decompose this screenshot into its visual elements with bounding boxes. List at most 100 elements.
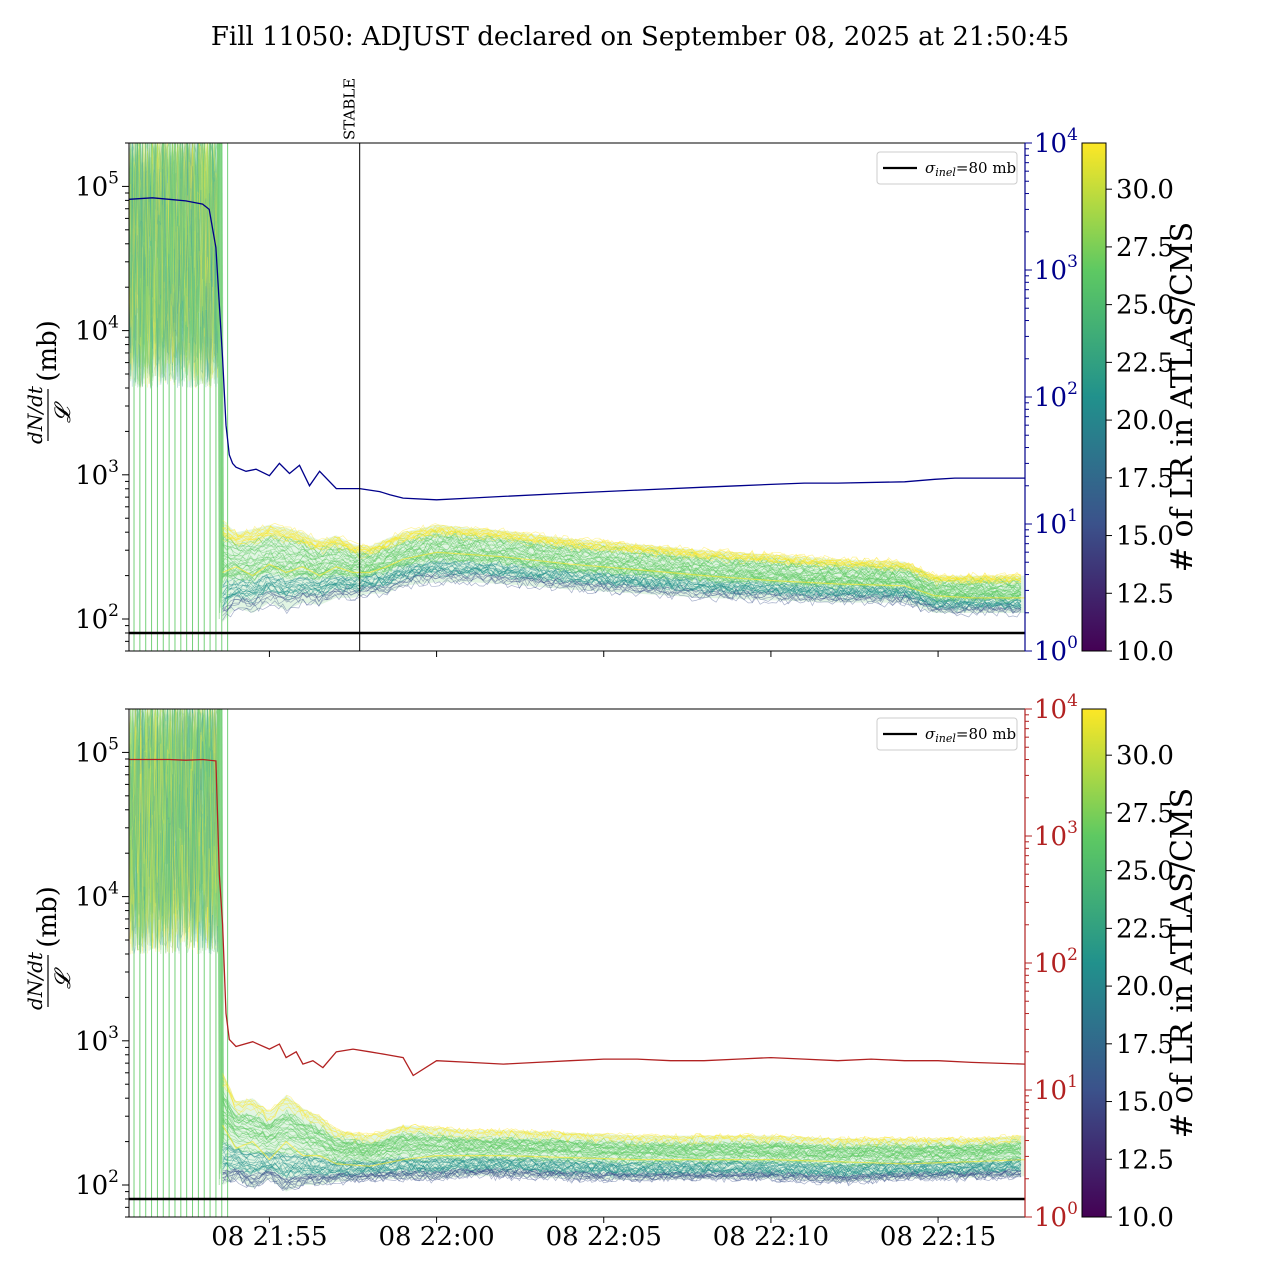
bunch-trace xyxy=(222,1094,1022,1150)
bunch-trace xyxy=(222,1168,1022,1189)
early-trace xyxy=(129,143,220,380)
early-trace xyxy=(129,709,220,948)
colorbar-tick-label: 10.0 xyxy=(1116,1203,1174,1233)
bunch-trace-band xyxy=(222,520,1025,623)
bunch-trace xyxy=(222,1140,1022,1168)
early-trace xyxy=(129,709,220,933)
tick-base: 10 xyxy=(1034,637,1067,667)
bunch-trace xyxy=(222,1147,1022,1171)
early-trace xyxy=(129,709,220,943)
colorbar-tick-label: 10.0 xyxy=(1116,637,1174,667)
bunch-trace xyxy=(222,550,1022,603)
early-trace xyxy=(129,709,220,954)
y-label-denominator: 𝓛 xyxy=(51,401,76,423)
bunch-trace xyxy=(222,1169,1022,1191)
early-trace xyxy=(129,143,220,389)
colorbar-tick-label: 17.5 xyxy=(1116,1030,1174,1060)
bunch-trace xyxy=(222,549,1022,597)
bunch-trace xyxy=(222,1142,1022,1169)
plot-area xyxy=(129,143,1025,651)
early-trace xyxy=(129,709,220,949)
legend-subscript: inel xyxy=(935,166,956,179)
bunch-trace xyxy=(222,563,1022,610)
early-trace xyxy=(129,143,220,386)
stable-marker-label: STABLE xyxy=(341,78,359,140)
bunch-trace xyxy=(222,567,1022,612)
bunch-trace xyxy=(222,1148,1022,1174)
bunch-trace xyxy=(222,553,1022,603)
bunch-trace xyxy=(222,1111,1022,1157)
tick-base: 10 xyxy=(1034,695,1067,725)
bunch-trace xyxy=(222,1165,1022,1184)
early-trace xyxy=(129,143,220,379)
bunch-trace xyxy=(222,569,1022,614)
bunch-trace xyxy=(222,531,1022,585)
early-trace xyxy=(129,709,220,954)
bunch-trace xyxy=(222,555,1022,602)
early-trace xyxy=(129,709,220,955)
bunch-trace xyxy=(222,1154,1022,1178)
y-label-unit: (mb) xyxy=(33,886,63,948)
tick-base: 10 xyxy=(1034,510,1067,540)
legend-label: σinel=80 mb xyxy=(925,725,1016,745)
early-trace xyxy=(129,709,220,954)
early-trace xyxy=(129,709,220,954)
bunch-trace xyxy=(222,568,1022,610)
tick-exponent: 2 xyxy=(1067,379,1078,399)
early-trace xyxy=(129,143,220,384)
left-tick-label: 103 xyxy=(75,1023,119,1057)
early-trace xyxy=(129,709,220,952)
y-label-denominator: 𝓛 xyxy=(51,967,76,989)
bunch-trace xyxy=(222,1110,1022,1158)
bunch-trace xyxy=(222,577,1022,621)
early-trace xyxy=(129,143,220,381)
early-trace xyxy=(129,709,220,952)
early-trace xyxy=(129,709,220,951)
early-trace xyxy=(129,143,220,370)
early-trace xyxy=(129,143,220,387)
early-trace xyxy=(129,709,220,952)
early-trace xyxy=(129,143,220,388)
left-tick-label: 103 xyxy=(75,457,119,491)
bunch-trace xyxy=(222,1153,1022,1176)
bunch-trace xyxy=(222,1162,1022,1176)
bunch-trace xyxy=(222,1142,1022,1169)
early-trace xyxy=(129,143,220,388)
bunch-trace xyxy=(222,542,1022,594)
colorbar-label: # of LR in ATLAS/CMS xyxy=(1165,222,1200,572)
colorbar-tick-label: 27.5 xyxy=(1116,233,1174,263)
bunch-trace xyxy=(222,1166,1022,1186)
band-envelope xyxy=(222,1072,1025,1192)
bunch-trace xyxy=(222,567,1022,611)
y-label-numerator: dN/dt xyxy=(23,951,47,1010)
early-trace xyxy=(129,143,220,387)
bunch-trace xyxy=(222,548,1022,595)
early-trace xyxy=(129,143,220,383)
colorbar-tick-label: 12.5 xyxy=(1116,1145,1174,1175)
colorbar: 10.0 12.5 15.0 17.5 20.0 22.5 25.0 27.5 30.0 # of… xyxy=(1081,708,1200,1233)
right-tick-label: 102 xyxy=(1034,379,1078,413)
early-trace xyxy=(129,143,220,364)
bunch-trace xyxy=(222,543,1022,593)
bunch-trace xyxy=(222,1100,1022,1153)
early-trace xyxy=(129,143,220,386)
legend-sigma: σ xyxy=(925,159,936,177)
early-trace xyxy=(129,143,220,387)
tick-base: 10 xyxy=(1034,949,1067,979)
early-trace xyxy=(129,709,220,952)
bunch-trace xyxy=(222,529,1022,583)
band-median xyxy=(222,1124,1025,1167)
early-trace xyxy=(129,143,220,385)
right-tick-label: 104 xyxy=(1034,691,1078,725)
bunch-trace xyxy=(222,1099,1022,1155)
early-trace xyxy=(129,143,220,384)
early-trace xyxy=(129,709,220,953)
bunch-trace xyxy=(222,550,1022,601)
bunch-trace xyxy=(222,550,1022,601)
colorbar-label: # of LR in ATLAS/CMS xyxy=(1165,788,1200,1138)
early-trace xyxy=(129,709,220,952)
bunch-trace xyxy=(222,575,1022,617)
early-trace xyxy=(129,143,220,388)
early-trace xyxy=(129,143,220,385)
legend-subscript: inel xyxy=(935,732,956,745)
